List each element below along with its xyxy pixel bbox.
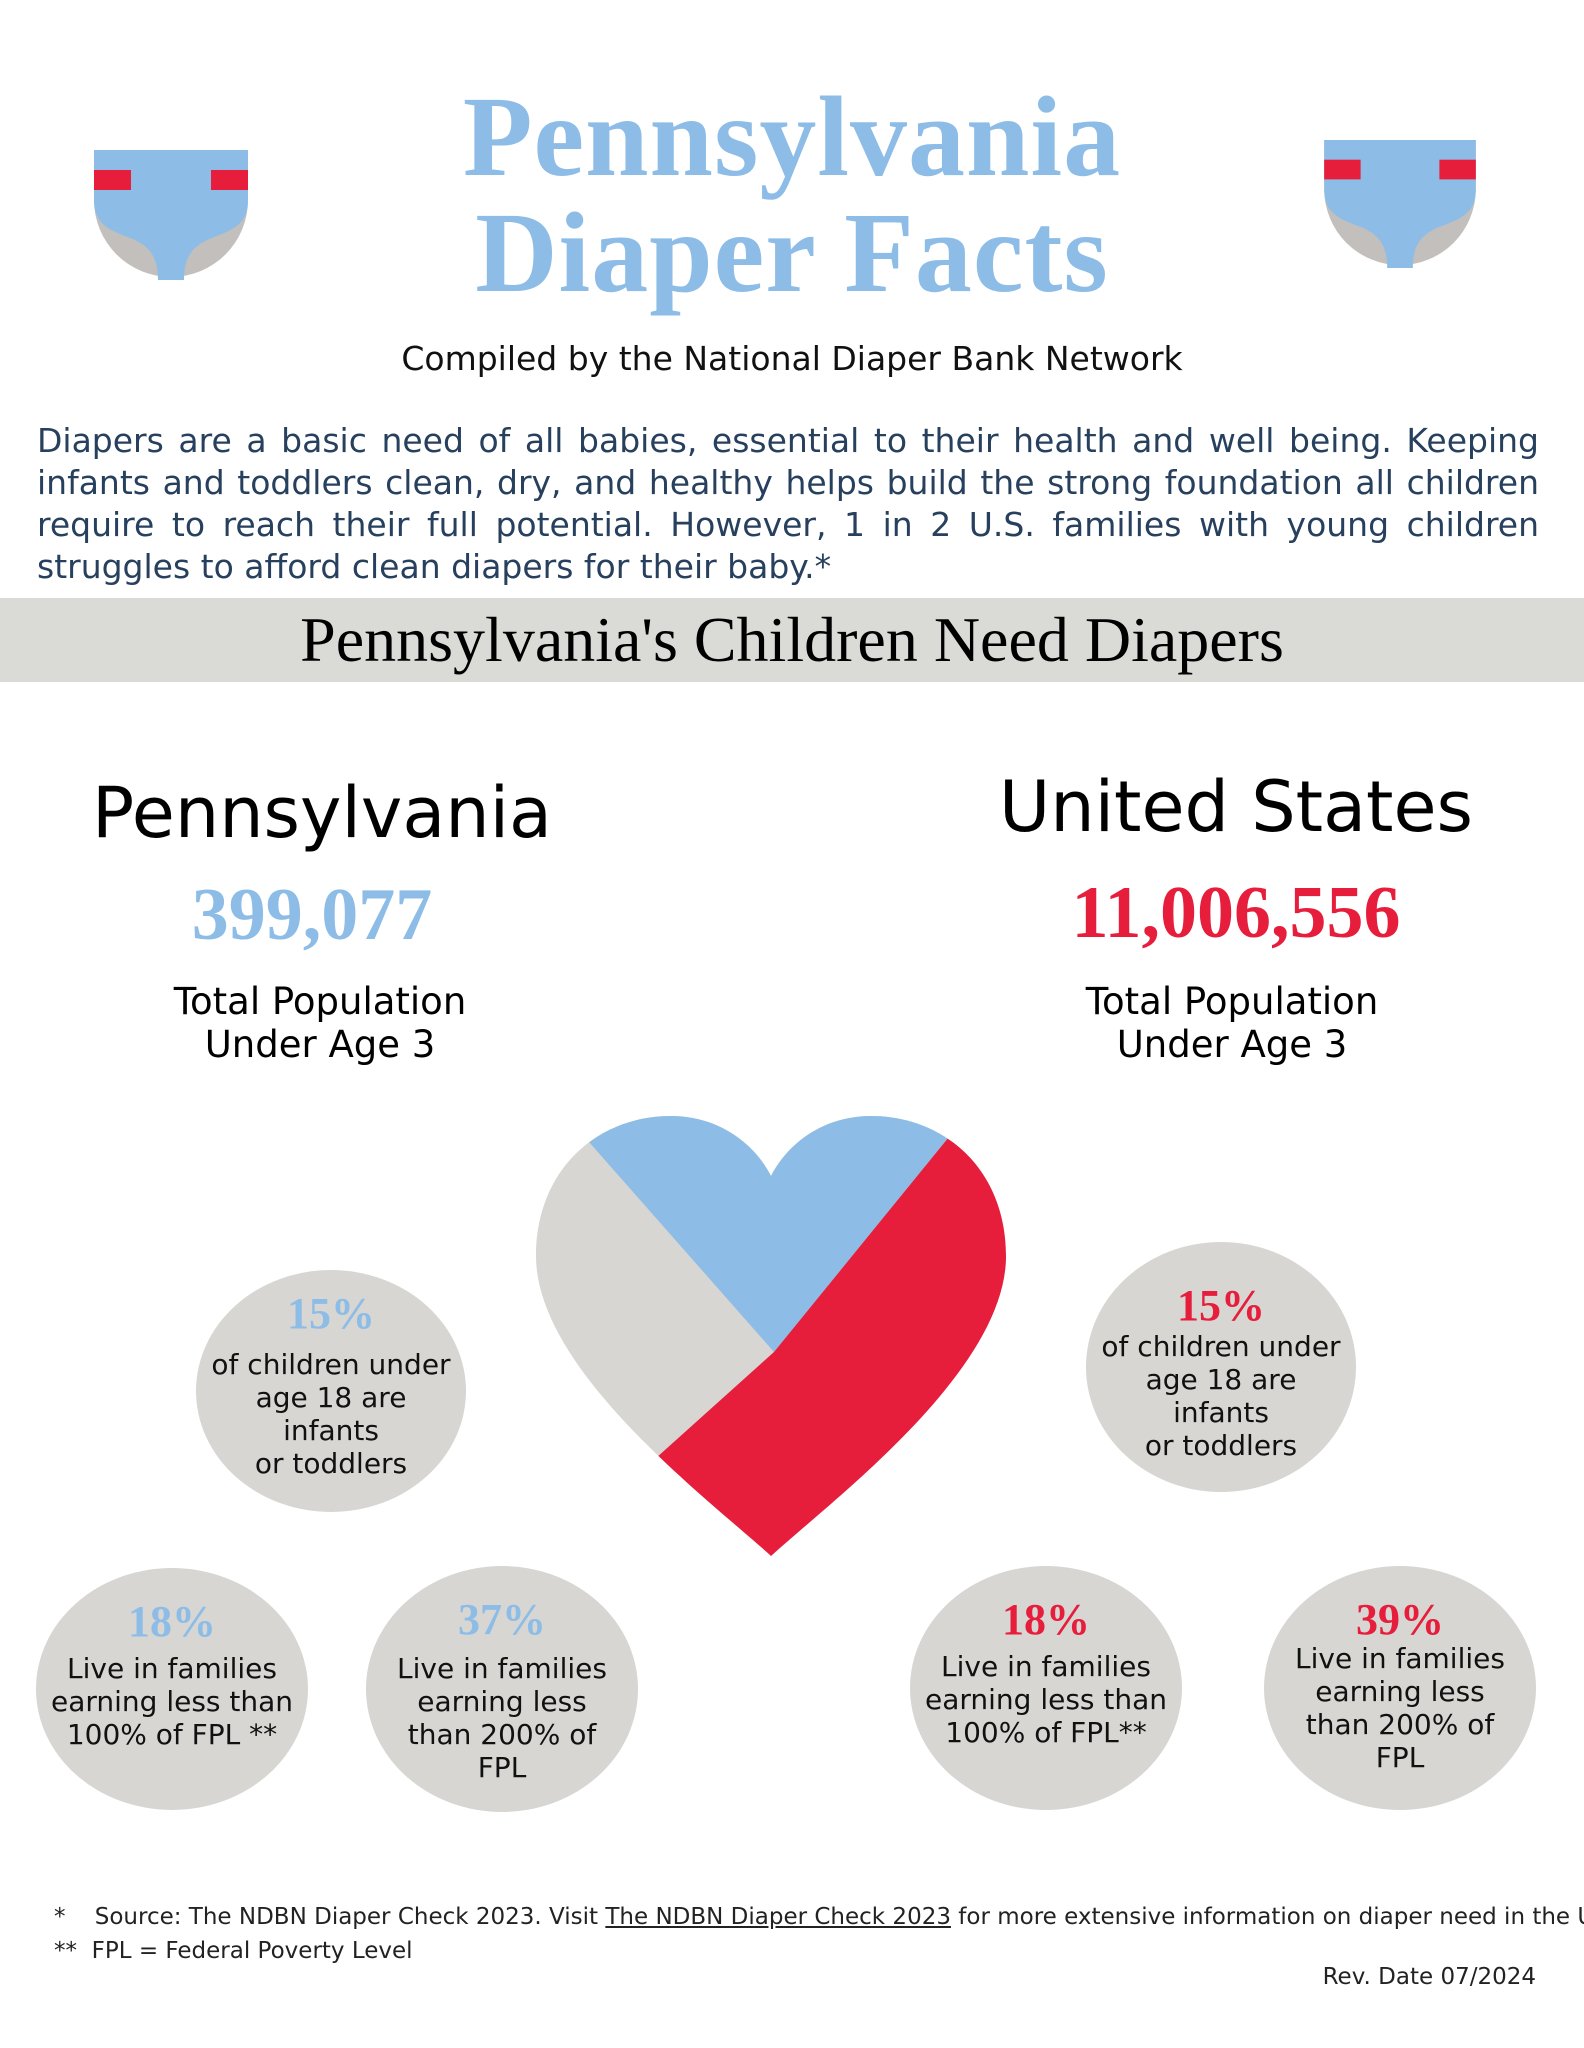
desc-line: age 18 are infants <box>1145 1363 1297 1429</box>
desc-line: earning less <box>417 1685 587 1718</box>
revision-date: Rev. Date 07/2024 <box>1322 1964 1536 1990</box>
stat-percent: 18% <box>1002 1595 1090 1644</box>
pennsylvania-population-label: Total Population Under Age 3 <box>120 980 520 1066</box>
desc-line: FPL <box>477 1751 527 1784</box>
desc-line: Live in families <box>1295 1642 1505 1675</box>
stat-description: of children under age 18 are infants or … <box>1096 1330 1346 1462</box>
desc-line: or toddlers <box>254 1447 408 1480</box>
page-title-line-1: Pennsylvania <box>462 73 1122 200</box>
us-fpl200-stat-bubble: 39% Live in families earning less than 2… <box>1264 1566 1536 1810</box>
stat-percent: 37% <box>458 1595 546 1644</box>
desc-line: earning less <box>1315 1675 1485 1708</box>
desc-line: than 200% of <box>1305 1708 1495 1741</box>
diaper-icon <box>92 150 250 282</box>
diaper-icon <box>1322 140 1478 270</box>
footnote-fpl-text: FPL = Federal Poverty Level <box>91 1938 413 1964</box>
united-states-population: 11,006,556 <box>1071 872 1401 954</box>
footnote-2: ** FPL = Federal Poverty Level <box>54 1940 413 1963</box>
footnote-source-text: Source: The NDBN Diaper Check 2023. Visi… <box>94 1904 599 1930</box>
desc-line: 100% of FPL** <box>945 1716 1147 1749</box>
stat-percent: 39% <box>1356 1595 1444 1644</box>
footnote-marker: ** <box>54 1938 77 1964</box>
pa-infants-stat-bubble: 15% of children under age 18 are infants… <box>196 1270 466 1512</box>
label-line: Total Population <box>173 980 467 1023</box>
desc-line: FPL <box>1375 1741 1425 1774</box>
pennsylvania-heading: Pennsylvania <box>92 772 552 854</box>
stat-description: Live in families earning less than 100% … <box>920 1650 1172 1749</box>
desc-line: or toddlers <box>1144 1429 1298 1462</box>
desc-line: Live in families <box>941 1650 1151 1683</box>
desc-line: Live in families <box>67 1652 277 1685</box>
us-infants-stat-bubble: 15% of children under age 18 are infants… <box>1086 1242 1356 1492</box>
label-line: Under Age 3 <box>1116 1023 1348 1066</box>
footnote-1: * Source: The NDBN Diaper Check 2023. Vi… <box>54 1906 1584 1929</box>
united-states-population-label: Total Population Under Age 3 <box>1032 980 1432 1066</box>
desc-line: Live in families <box>397 1652 607 1685</box>
footnote-after-text: for more extensive information on diaper… <box>958 1904 1584 1930</box>
united-states-heading: United States <box>998 766 1473 848</box>
pennsylvania-population: 399,077 <box>191 874 433 956</box>
stat-description: Live in families earning less than 200% … <box>376 1652 628 1784</box>
ndbn-diaper-check-link[interactable]: The NDBN Diaper Check 2023 <box>605 1904 951 1930</box>
desc-line: of children under <box>1101 1330 1341 1363</box>
stat-percent: 18% <box>128 1597 216 1646</box>
desc-line: earning less than <box>924 1683 1168 1716</box>
section-banner-text: Pennsylvania's Children Need Diapers <box>300 604 1284 675</box>
stat-percent: 15% <box>1177 1281 1265 1330</box>
stat-description: Live in families earning less than 100% … <box>46 1652 298 1751</box>
desc-line: than 200% of <box>407 1718 597 1751</box>
label-line: Total Population <box>1085 980 1379 1023</box>
intro-paragraph: Diapers are a basic need of all babies, … <box>37 421 1539 586</box>
desc-line: earning less than <box>50 1685 294 1718</box>
page-title-line-2: Diaper Facts <box>475 189 1109 316</box>
heart-icon <box>536 1116 1006 1556</box>
stat-percent: 15% <box>287 1289 375 1338</box>
compiled-by: Compiled by the National Diaper Bank Net… <box>401 339 1183 378</box>
desc-line: 100% of FPL ** <box>66 1718 278 1751</box>
desc-line: age 18 are infants <box>255 1381 407 1447</box>
us-fpl100-stat-bubble: 18% Live in families earning less than 1… <box>910 1566 1182 1810</box>
desc-line: of children under <box>211 1348 451 1381</box>
stat-description: of children under age 18 are infants or … <box>206 1348 456 1480</box>
footnote-marker: * <box>54 1904 66 1930</box>
label-line: Under Age 3 <box>204 1023 436 1066</box>
pa-fpl200-stat-bubble: 37% Live in families earning less than 2… <box>366 1566 638 1812</box>
section-banner: Pennsylvania's Children Need Diapers <box>0 598 1584 682</box>
pa-fpl100-stat-bubble: 18% Live in families earning less than 1… <box>36 1568 308 1810</box>
stat-description: Live in families earning less than 200% … <box>1274 1642 1526 1774</box>
